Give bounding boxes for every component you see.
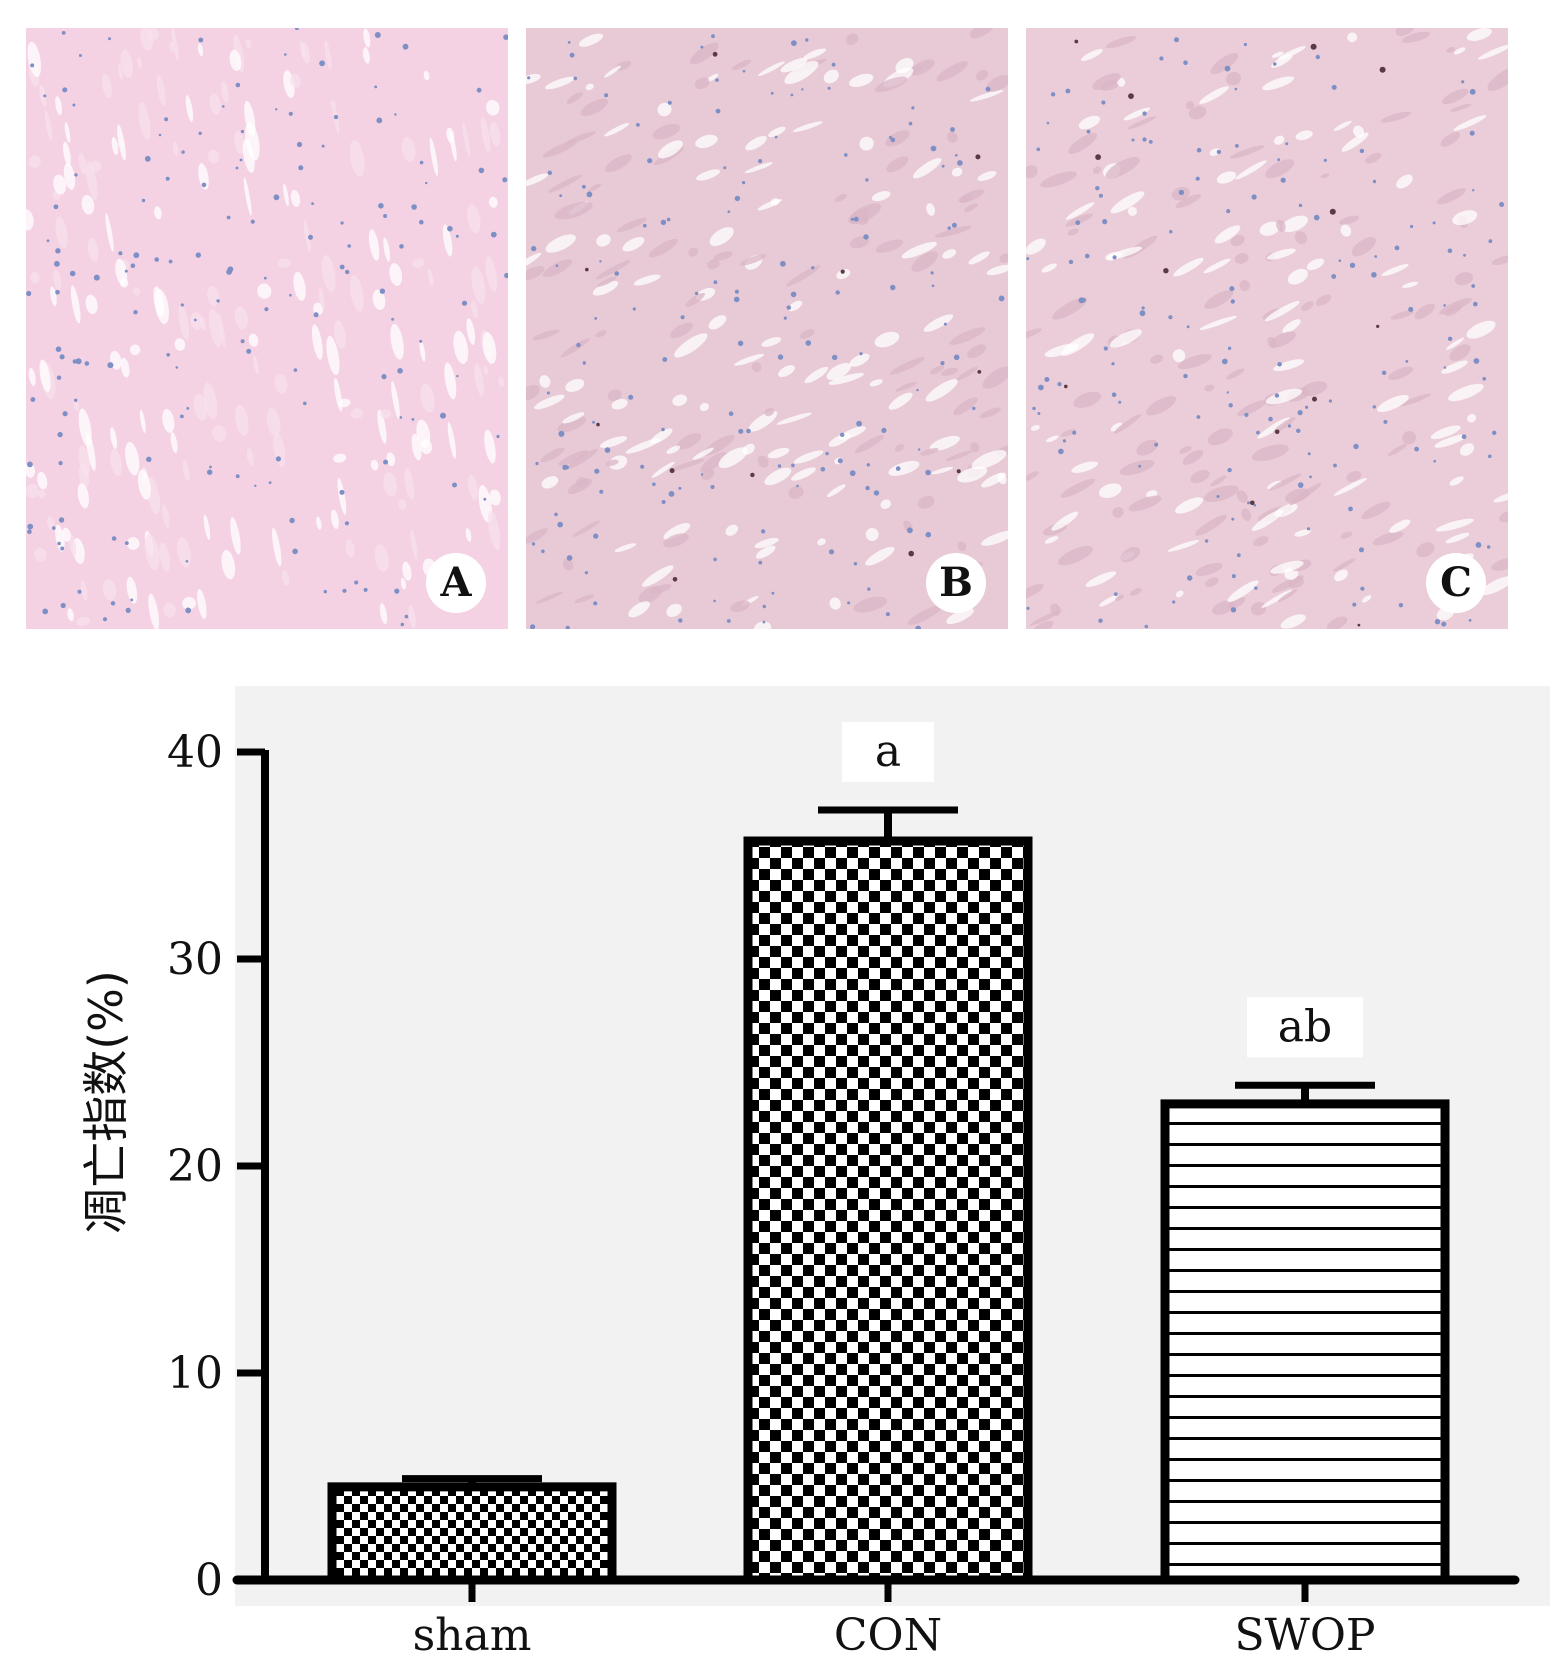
x-tick-label-CON: CON (834, 1610, 942, 1654)
y-axis-label: 凋亡指数(%) (79, 970, 133, 1234)
y-tick-label-0: 0 (195, 1555, 223, 1606)
y-tick-label-40: 40 (167, 727, 223, 778)
y-tick-label-30: 30 (167, 934, 223, 985)
y-tick-label-10: 10 (167, 1348, 223, 1399)
bar-sham (327, 1482, 617, 1585)
micrograph-panel-c: C (1026, 28, 1508, 629)
micrograph-panel-a: A (26, 28, 508, 629)
annotation-CON: a (875, 726, 901, 777)
annotation-box-CON (842, 721, 934, 782)
tissue-texture-c (1026, 28, 1508, 629)
micrograph-panel-b: B (526, 28, 1008, 629)
tissue-texture-a (26, 28, 508, 629)
panel-label-b: B (926, 553, 986, 613)
bar-SWOP (1160, 1099, 1450, 1585)
bars (327, 806, 1450, 1585)
tissue-texture-b (526, 28, 1008, 629)
bar-CON (743, 836, 1033, 1585)
x-tick-label-sham: sham (413, 1610, 532, 1654)
annotation-SWOP: ab (1278, 1001, 1332, 1052)
annotation-box-SWOP (1247, 997, 1363, 1058)
y-tick-label-20: 20 (167, 1141, 223, 1192)
panel-label-c: C (1426, 553, 1486, 613)
x-tick-label-SWOP: SWOP (1234, 1610, 1375, 1654)
labels: 0 10 20 30 40 sham CON a SWOP ab (167, 721, 1376, 1654)
panel-label-a: A (426, 553, 486, 613)
